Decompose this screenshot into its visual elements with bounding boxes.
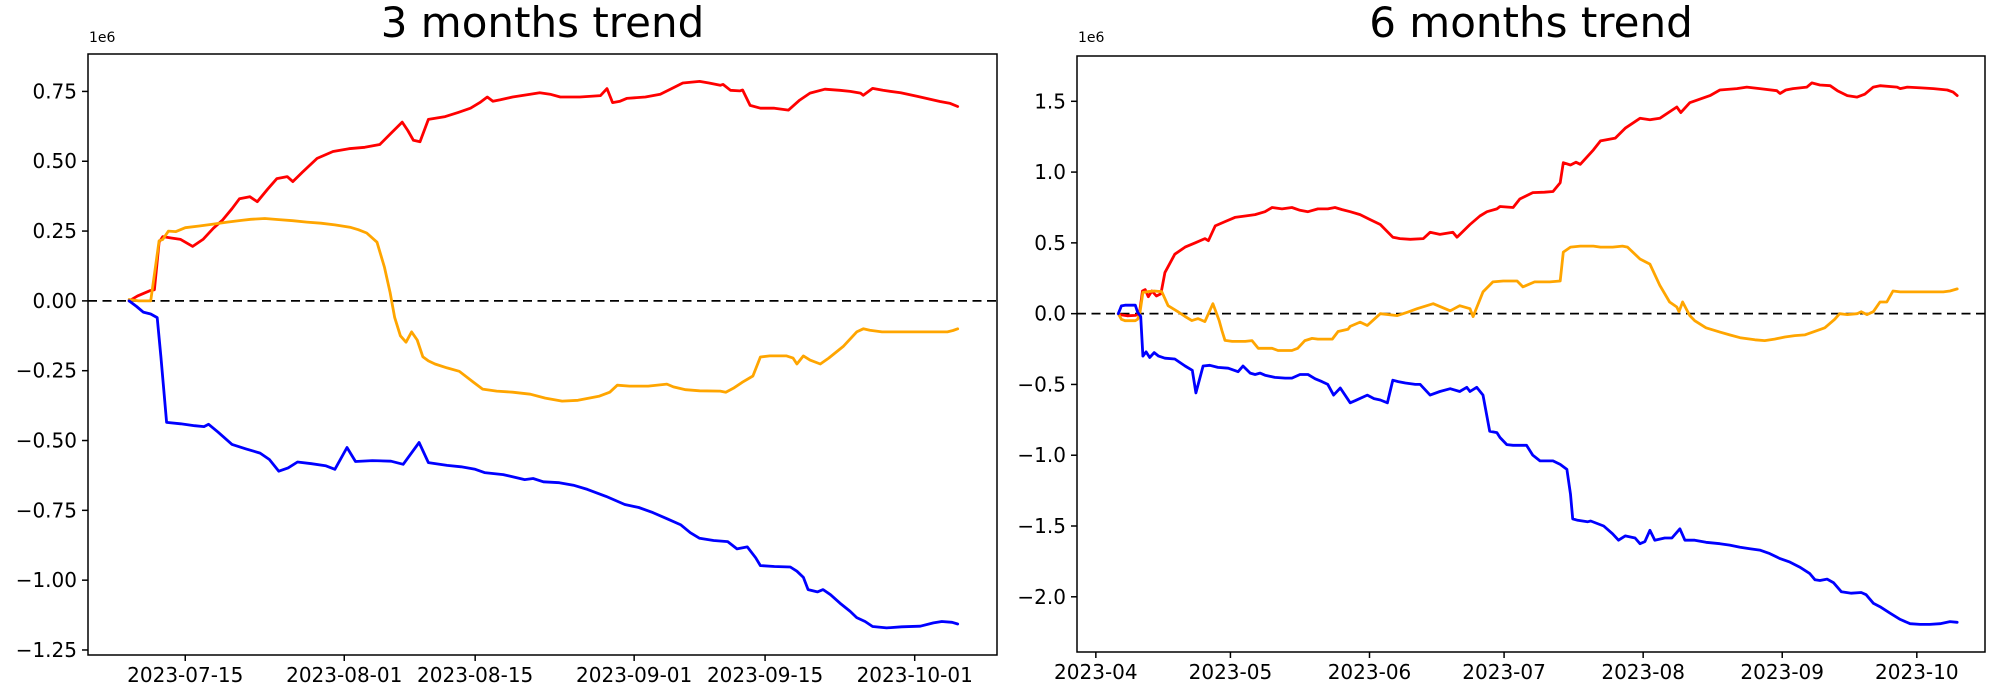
y-tick-label: −0.25: [16, 359, 77, 383]
plot-border: [1076, 55, 1986, 653]
blue-line: [1116, 303, 1959, 626]
x-tick-label: 2023-09-15: [707, 663, 823, 687]
x-tick-label: 2023-10-01: [857, 663, 973, 687]
y-tick-label: 0.25: [32, 219, 77, 243]
x-tick-label: 2023-08-01: [286, 663, 402, 687]
y-tick-label: 1.5: [1034, 89, 1066, 113]
y-tick-label: −0.75: [16, 498, 77, 522]
y-axis-offset-label-left: 1e6: [89, 30, 116, 46]
x-tick-label: 2023-06: [1328, 660, 1412, 684]
x-tick-label: 2023-07-15: [127, 663, 243, 687]
x-tick-label: 2023-08-15: [417, 663, 533, 687]
y-tick-label: −2.0: [1017, 585, 1066, 609]
chart-title-3-months: 3 months trend: [380, 0, 705, 47]
y-tick-label: −0.5: [1017, 372, 1066, 396]
y-tick-label: −1.0: [1017, 443, 1066, 467]
y-tick-label: −0.50: [16, 429, 77, 453]
y-axis-offset-label-right: 1e6: [1078, 30, 1105, 46]
y-tick-label: −1.5: [1017, 514, 1066, 538]
y-tick-label: 0.5: [1034, 231, 1066, 255]
chart-title-6-months: 6 months trend: [1369, 0, 1693, 47]
three-months-panel: 2023-07-15 2023-08-01 2023-08-15 2023-09-01…: [16, 53, 998, 687]
y-tick-label: 0.50: [32, 149, 77, 173]
y-tick-label: 0.75: [32, 79, 77, 103]
orange-line: [1116, 244, 1959, 352]
six-months-panel: 2023-04 2023-05 2023-06 2023-07 2023-08 2023-…: [1017, 55, 1986, 684]
x-tick-label: 2023-10: [1875, 660, 1959, 684]
orange-line: [127, 217, 960, 403]
plot-border: [87, 53, 998, 656]
y-tick-label: −1.00: [16, 568, 77, 592]
x-tick-label: 2023-04: [1054, 660, 1138, 684]
x-tick-label: 2023-09-01: [576, 663, 692, 687]
y-tick-label: 0.00: [32, 289, 77, 313]
red-line: [127, 80, 960, 303]
x-tick-label: 2023-05: [1189, 660, 1273, 684]
y-tick-label: −1.25: [16, 638, 77, 662]
y-tick-label: 0.0: [1034, 302, 1066, 326]
x-tick-label: 2023-07: [1462, 660, 1546, 684]
blue-line: [127, 299, 960, 630]
y-tick-label: 1.0: [1034, 160, 1066, 184]
red-line: [1116, 81, 1959, 318]
x-tick-label: 2023-09: [1740, 660, 1824, 684]
x-tick-label: 2023-08: [1601, 660, 1685, 684]
